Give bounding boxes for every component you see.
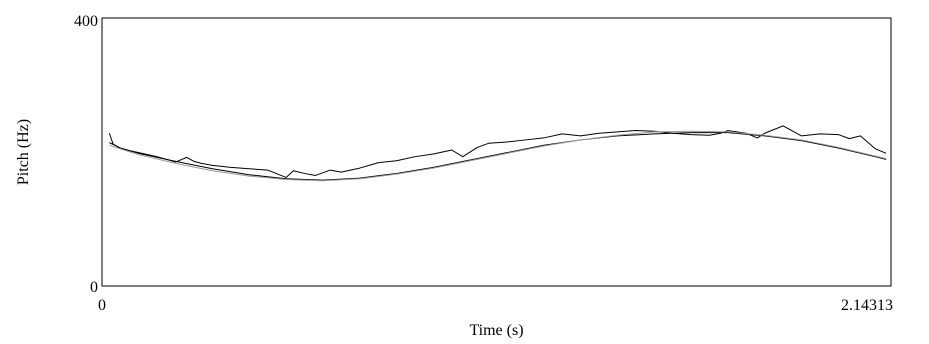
y-tick-label-min: 0	[90, 279, 98, 296]
y-tick-label-max: 400	[74, 13, 98, 30]
series-line-3	[109, 130, 887, 182]
series-layer	[108, 125, 887, 182]
series-line-2	[109, 132, 887, 181]
x-tick-label-max: 2.14313	[841, 297, 893, 314]
plot-frame	[101, 17, 892, 287]
x-tick-label-min: 0	[98, 297, 106, 314]
series-line-1	[108, 125, 887, 178]
x-axis-title: Time (s)	[469, 322, 523, 339]
y-axis-title: Pitch (Hz)	[15, 119, 32, 185]
